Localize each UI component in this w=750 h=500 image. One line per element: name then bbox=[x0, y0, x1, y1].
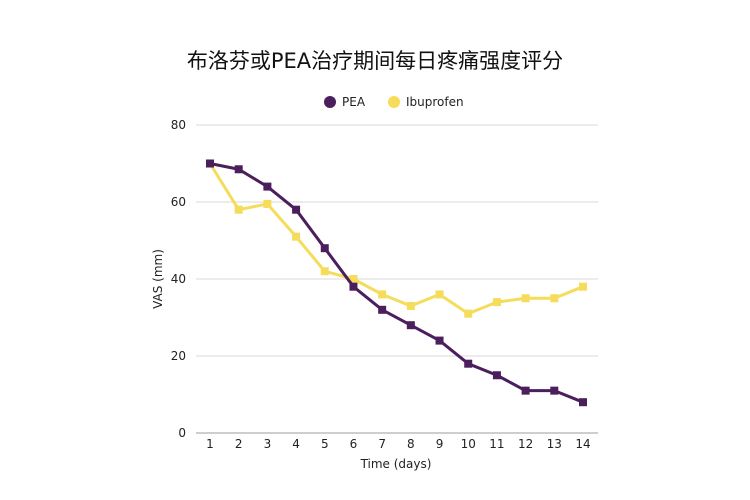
y-axis-ticks: 0 20 40 60 80 bbox=[171, 118, 186, 440]
legend-item-ibuprofen: Ibuprofen bbox=[388, 95, 464, 109]
legend-marker-pea bbox=[324, 96, 336, 108]
series-pea bbox=[206, 159, 587, 407]
data-point-pea bbox=[320, 244, 329, 253]
data-point-pea bbox=[464, 359, 473, 368]
x-tick-label: 10 bbox=[461, 437, 476, 451]
data-point-pea bbox=[435, 336, 444, 345]
data-point-ibuprofen bbox=[550, 294, 559, 303]
x-axis-label: Time (days) bbox=[360, 457, 432, 471]
x-tick-label: 14 bbox=[575, 437, 590, 451]
data-point-ibuprofen bbox=[521, 294, 530, 303]
x-axis-ticks: 1 2 3 4 5 6 7 8 9 10 11 12 13 14 bbox=[206, 437, 590, 451]
data-point-ibuprofen bbox=[320, 267, 329, 276]
x-tick-label: 1 bbox=[206, 437, 214, 451]
data-point-ibuprofen bbox=[234, 205, 243, 214]
data-point-ibuprofen bbox=[464, 309, 473, 318]
data-point-ibuprofen bbox=[349, 275, 358, 283]
data-point-ibuprofen bbox=[492, 298, 501, 307]
series-layer bbox=[206, 159, 587, 407]
data-point-pea bbox=[579, 398, 587, 407]
x-tick-label: 9 bbox=[436, 437, 444, 451]
legend: PEA Ibuprofen bbox=[324, 95, 464, 109]
data-point-pea bbox=[206, 159, 214, 168]
x-tick-label: 13 bbox=[547, 437, 562, 451]
data-point-pea bbox=[378, 305, 387, 314]
x-tick-label: 4 bbox=[292, 437, 300, 451]
y-tick-label: 60 bbox=[171, 195, 186, 209]
chart-title: 布洛芬或PEA治疗期间每日疼痛强度评分 bbox=[187, 49, 563, 73]
legend-label-ibuprofen: Ibuprofen bbox=[406, 95, 464, 109]
data-point-pea bbox=[349, 282, 358, 291]
series-line-ibuprofen bbox=[208, 162, 584, 316]
x-tick-label: 3 bbox=[264, 437, 272, 451]
x-tick-label: 5 bbox=[321, 437, 329, 451]
y-tick-label: 0 bbox=[178, 426, 186, 440]
series-line-pea bbox=[209, 162, 584, 404]
data-point-ibuprofen bbox=[292, 232, 301, 241]
data-point-pea bbox=[521, 386, 530, 395]
data-point-ibuprofen bbox=[378, 290, 387, 299]
legend-marker-ibuprofen bbox=[388, 96, 400, 108]
x-tick-label: 7 bbox=[378, 437, 386, 451]
x-tick-label: 8 bbox=[407, 437, 415, 451]
data-point-pea bbox=[550, 386, 559, 395]
data-point-pea bbox=[492, 371, 501, 380]
data-point-ibuprofen bbox=[263, 199, 272, 208]
gridlines bbox=[196, 124, 598, 434]
data-point-pea bbox=[406, 321, 415, 330]
y-tick-label: 40 bbox=[171, 272, 186, 286]
x-tick-label: 2 bbox=[235, 437, 243, 451]
y-tick-label: 20 bbox=[171, 349, 186, 363]
data-point-ibuprofen bbox=[579, 282, 587, 291]
x-tick-label: 6 bbox=[350, 437, 358, 451]
data-point-pea bbox=[263, 182, 272, 191]
y-axis-label: VAS (mm) bbox=[151, 249, 165, 309]
data-point-ibuprofen bbox=[435, 290, 444, 299]
data-point-ibuprofen bbox=[406, 301, 415, 310]
legend-label-pea: PEA bbox=[342, 95, 366, 109]
x-tick-label: 11 bbox=[489, 437, 504, 451]
legend-item-pea: PEA bbox=[324, 95, 366, 109]
y-tick-label: 80 bbox=[171, 118, 186, 132]
data-point-pea bbox=[234, 165, 243, 174]
x-tick-label: 12 bbox=[518, 437, 533, 451]
data-point-pea bbox=[292, 205, 301, 214]
